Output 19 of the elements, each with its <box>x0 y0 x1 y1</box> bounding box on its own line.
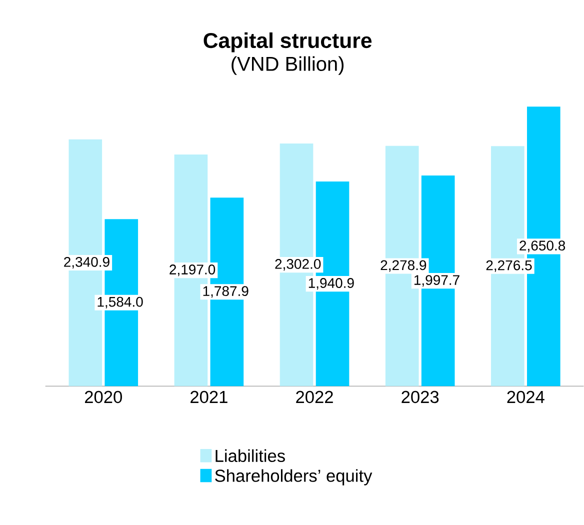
data-label: 1,584.0 <box>98 297 143 309</box>
data-label: 2,650.8 <box>520 240 566 252</box>
x-tick-label: 2021 <box>190 390 228 404</box>
x-tick-label: 2023 <box>402 390 439 404</box>
data-label: 2,302.0 <box>275 259 321 271</box>
data-label: 2,197.0 <box>170 264 216 276</box>
data-label: 2,276.5 <box>486 260 532 272</box>
legend-label: Liabilities <box>216 449 285 462</box>
data-label: 2,340.9 <box>64 257 110 269</box>
chart-subtitle: (VND Billion) <box>232 56 344 76</box>
data-label: 1,787.9 <box>203 286 248 298</box>
legend-label: Shareholders’ equity <box>215 469 372 486</box>
x-tick-label: 2020 <box>84 390 122 404</box>
x-tick-label: 2024 <box>507 390 544 404</box>
data-label: 2,278.9 <box>380 260 426 272</box>
data-label: 1,940.9 <box>308 278 354 290</box>
data-label: 1,997.7 <box>414 275 460 287</box>
x-tick-label: 2022 <box>296 390 333 404</box>
chart-title: Capital structure <box>204 32 372 52</box>
